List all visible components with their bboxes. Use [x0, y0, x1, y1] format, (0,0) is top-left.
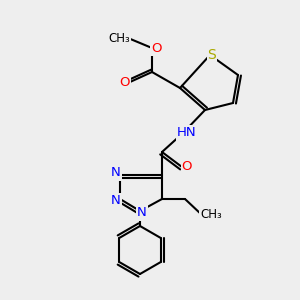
- Text: S: S: [208, 48, 216, 62]
- Text: O: O: [151, 41, 161, 55]
- Text: N: N: [137, 206, 147, 220]
- Text: N: N: [111, 194, 121, 208]
- Text: CH₃: CH₃: [200, 208, 222, 221]
- Text: CH₃: CH₃: [108, 32, 130, 44]
- Text: HN: HN: [177, 127, 197, 140]
- Text: N: N: [111, 167, 121, 179]
- Text: O: O: [182, 160, 192, 173]
- Text: O: O: [120, 76, 130, 88]
